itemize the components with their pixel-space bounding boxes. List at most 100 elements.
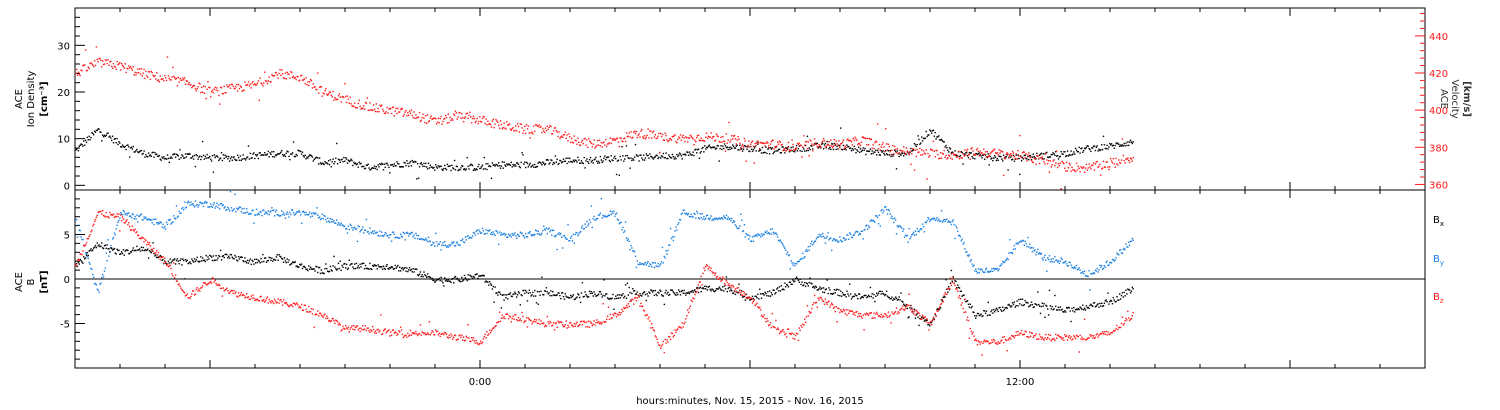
by-point <box>731 217 733 220</box>
ion-density-point <box>991 157 993 159</box>
by-point <box>166 223 169 226</box>
bx-point <box>901 300 903 303</box>
velocity-point <box>183 78 185 81</box>
ion-density-point <box>212 171 215 173</box>
velocity-point <box>879 149 881 151</box>
by-point <box>611 211 613 213</box>
ion-density-point <box>98 128 100 130</box>
velocity-point <box>959 151 962 153</box>
velocity-point <box>474 121 476 124</box>
velocity-point <box>219 86 222 88</box>
ion-density-point <box>485 163 487 165</box>
by-point <box>472 231 475 234</box>
by-point <box>897 226 899 228</box>
velocity-point <box>352 105 354 107</box>
ion-density-point <box>631 159 633 162</box>
ion-density-point <box>475 168 477 170</box>
by-point <box>216 202 218 204</box>
top-left-tick-label: 0 <box>64 181 70 192</box>
by-point <box>993 267 995 270</box>
by-point <box>890 217 892 219</box>
bx-point <box>525 289 527 292</box>
by-point <box>480 232 483 234</box>
ion-density-point <box>84 139 87 141</box>
bx-point <box>615 295 617 297</box>
by-point <box>865 225 867 227</box>
velocity-point <box>815 143 818 146</box>
by-point <box>499 234 502 236</box>
ion-density-point <box>162 157 164 160</box>
by-point <box>414 237 416 239</box>
bx-point <box>1101 302 1103 304</box>
velocity-point <box>287 73 289 75</box>
ion-density-point <box>225 156 227 158</box>
bz-point <box>95 216 98 218</box>
velocity-point <box>899 149 901 151</box>
velocity-point <box>658 132 660 135</box>
ion-density-point <box>617 159 620 161</box>
ion-density-point <box>836 145 838 148</box>
bx-point <box>881 290 883 293</box>
by-point <box>1074 267 1077 269</box>
ion-density-point <box>267 150 269 153</box>
bx-point <box>378 265 380 268</box>
ion-density-point <box>660 155 663 157</box>
by-point <box>780 241 782 243</box>
ion-density-point <box>250 157 252 159</box>
by-point <box>648 265 650 267</box>
ion-density-point <box>417 163 419 165</box>
bx-point <box>345 267 347 269</box>
bx-point <box>140 246 143 248</box>
ion-density-point <box>386 162 388 164</box>
by-point <box>741 230 744 233</box>
bx-point <box>718 286 720 288</box>
velocity-point <box>1060 188 1062 190</box>
bx-point <box>619 297 621 299</box>
bx-point <box>142 246 144 249</box>
velocity-point <box>753 162 755 164</box>
ion-density-point <box>499 167 502 169</box>
ion-density-point <box>783 149 785 151</box>
by-point <box>933 217 935 219</box>
by-point <box>133 218 135 220</box>
ion-density-point <box>105 134 107 136</box>
by-point <box>359 231 361 233</box>
bx-point <box>854 293 856 295</box>
bx-point <box>680 290 683 293</box>
ion-density-point <box>708 144 710 146</box>
bx-point <box>720 289 722 291</box>
ion-density-point <box>245 159 247 161</box>
bx-point <box>698 287 701 289</box>
bx-point <box>241 256 243 258</box>
velocity-point <box>237 90 239 92</box>
ion-density-point <box>519 166 521 169</box>
ion-density-point <box>255 154 257 156</box>
by-point <box>809 245 811 247</box>
bx-point <box>235 256 237 258</box>
by-point <box>141 218 143 221</box>
ion-density-point <box>1124 145 1126 147</box>
ion-density-point <box>404 162 406 164</box>
ion-density-point <box>993 157 995 159</box>
velocity-point <box>914 149 917 151</box>
bx-point <box>389 266 391 269</box>
ion-density-point <box>753 147 755 149</box>
ion-density-point <box>456 165 458 168</box>
bx-point <box>475 273 477 276</box>
ion-density-point <box>653 156 656 159</box>
velocity-point <box>705 136 707 138</box>
bx-point <box>728 286 730 289</box>
bx-point <box>374 264 377 267</box>
by-point <box>699 213 701 215</box>
by-point <box>208 206 210 208</box>
bz-point <box>105 211 107 214</box>
by-point <box>390 234 392 236</box>
bx-point <box>364 264 367 267</box>
bz-point <box>114 215 116 217</box>
by-point <box>616 218 619 220</box>
ion-density-point <box>339 161 341 163</box>
by-point <box>329 218 332 220</box>
bx-point <box>1083 309 1085 311</box>
ion-density-point <box>647 154 649 157</box>
by-point <box>542 229 544 232</box>
